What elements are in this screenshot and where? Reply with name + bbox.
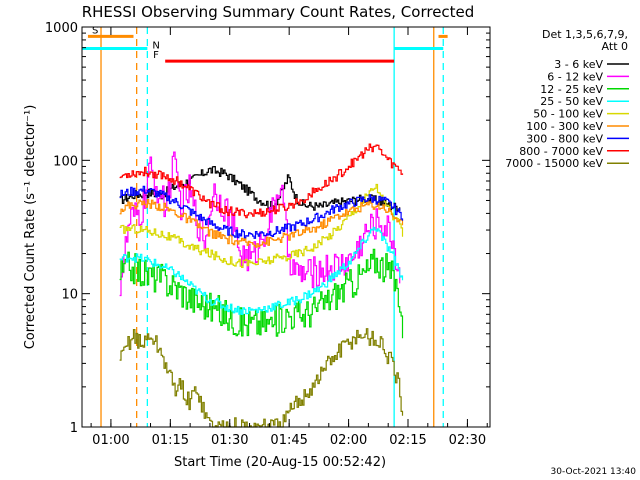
axis-ticks: 01:00 01:15 01:30 01:45 02:00 02:15 02:30 1 10 10… [45, 21, 490, 448]
footer-timestamp: 30-Oct-2021 13:40 [551, 467, 637, 477]
y-tick-label-1: 10 [61, 288, 78, 303]
plot-frame [81, 26, 491, 428]
flag-label-n: N [152, 40, 159, 51]
x-tick-label-1: 01:15 [152, 433, 189, 448]
legend-label-5: 100 - 300 keV [526, 120, 603, 133]
flag-label-f: F [153, 50, 159, 61]
chart-title: RHESSI Observing Summary Count Rates, Co… [82, 3, 475, 21]
legend-label-1: 6 - 12 keV [547, 70, 603, 83]
legend-label-2: 12 - 25 keV [540, 83, 603, 96]
y-tick-label-2: 100 [53, 154, 78, 169]
legend-label-3: 25 - 50 keV [540, 95, 603, 108]
legend-label-4: 50 - 100 keV [533, 108, 603, 121]
x-tick-label-6: 02:30 [449, 433, 486, 448]
legend-header-0: Det 1,3,5,6,7,9, [542, 28, 628, 41]
y-tick-label-0: 1 [70, 421, 78, 436]
series-layer [119, 143, 404, 428]
x-tick-label-5: 02:15 [389, 433, 426, 448]
x-tick-label-4: 02:00 [330, 433, 367, 448]
series-line-1 [119, 151, 401, 297]
series-line-7 [119, 143, 404, 219]
flag-label-s: S [92, 25, 98, 36]
series-line-2 [119, 248, 404, 339]
x-tick-label-2: 01:30 [211, 433, 248, 448]
series-line-8 [119, 328, 404, 428]
flag-layer: S NF [82, 25, 448, 63]
y-axis-label: Corrected Count Rate (s⁻¹ detector⁻¹) [23, 105, 38, 350]
x-tick-label-3: 01:45 [270, 433, 307, 448]
series-line-6 [119, 185, 404, 239]
y-tick-label-3: 1000 [45, 21, 78, 36]
x-tick-label-0: 01:00 [92, 433, 129, 448]
series-line-5 [119, 198, 404, 248]
legend-label-6: 300 - 800 keV [526, 132, 603, 145]
legend-header-1: Att 0 [602, 40, 628, 53]
marker-layer [100, 27, 444, 427]
legend-label-0: 3 - 6 keV [554, 58, 603, 71]
legend-label-8: 7000 - 15000 keV [505, 157, 603, 170]
legend-label-7: 800 - 7000 keV [519, 145, 603, 158]
x-axis-label: Start Time (20-Aug-15 00:52:42) [174, 455, 386, 470]
series-line-3 [119, 226, 404, 315]
